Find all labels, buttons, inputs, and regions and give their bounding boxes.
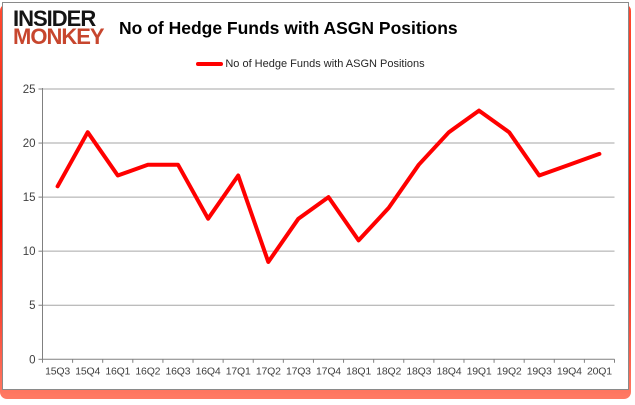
x-axis-label: 19Q3 bbox=[527, 365, 552, 377]
x-axis-label: 18Q1 bbox=[346, 365, 371, 377]
x-axis-label: 16Q1 bbox=[105, 365, 130, 377]
x-axis-label: 17Q1 bbox=[226, 365, 251, 377]
x-axis-label: 17Q2 bbox=[256, 365, 281, 377]
y-axis-label: 20 bbox=[23, 138, 36, 150]
x-axis-label: 19Q4 bbox=[557, 365, 582, 377]
x-axis-label: 16Q4 bbox=[196, 365, 221, 377]
x-axis-label: 18Q2 bbox=[376, 365, 401, 377]
x-axis-label: 19Q1 bbox=[467, 365, 492, 377]
x-axis-label: 19Q2 bbox=[497, 365, 522, 377]
chart-svg: 0 5 10 15 20 25 15Q3 15Q4 16Q1 16Q2 16Q3 16Q4 17Q1 17… bbox=[23, 84, 615, 377]
x-axis-label: 16Q2 bbox=[135, 365, 160, 377]
logo-text-monkey: MONKEY bbox=[13, 23, 105, 50]
x-axis-label: 15Q3 bbox=[45, 365, 70, 377]
legend: No of Hedge Funds with ASGN Positions bbox=[3, 58, 618, 70]
x-axis-label: 15Q4 bbox=[75, 365, 100, 377]
chart-title: No of Hedge Funds with ASGN Positions bbox=[119, 18, 458, 38]
chart-card: INSIDER MONKEY No of Hedge Funds with AS… bbox=[2, 2, 629, 390]
x-axis-label: 18Q3 bbox=[406, 365, 431, 377]
x-axis-label: 18Q4 bbox=[436, 365, 461, 377]
x-axis-label: 20Q1 bbox=[587, 365, 612, 377]
y-axis-label: 10 bbox=[23, 246, 36, 258]
y-axis-label: 0 bbox=[29, 354, 35, 366]
x-axis-label: 17Q3 bbox=[286, 365, 311, 377]
y-axis-label: 25 bbox=[23, 84, 36, 96]
y-axis-label: 5 bbox=[29, 300, 35, 312]
y-axis-label: 15 bbox=[23, 192, 36, 204]
legend-line-swatch bbox=[196, 62, 224, 66]
insider-monkey-logo: INSIDER MONKEY bbox=[13, 5, 105, 50]
legend-label: No of Hedge Funds with ASGN Positions bbox=[225, 58, 425, 70]
logo-text-insider: INSIDER bbox=[13, 5, 96, 32]
x-axis-label: 17Q4 bbox=[316, 365, 341, 377]
x-axis-label: 16Q3 bbox=[166, 365, 191, 377]
series-line-hedge-funds bbox=[55, 108, 602, 264]
